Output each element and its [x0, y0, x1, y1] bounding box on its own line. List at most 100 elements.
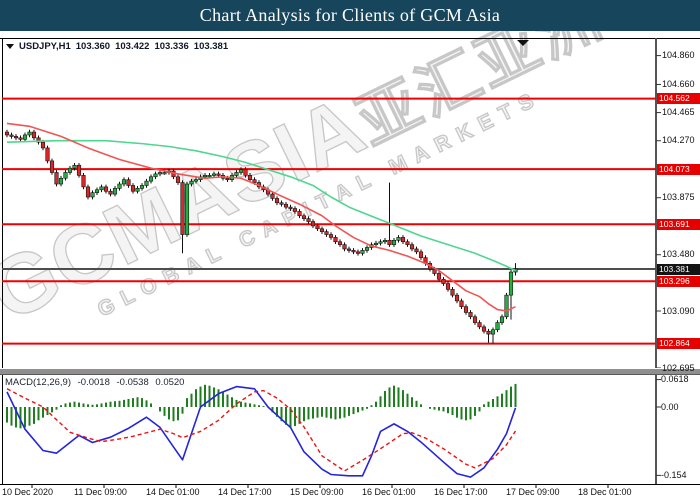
candle-body — [364, 247, 370, 251]
candle-body — [126, 179, 131, 186]
candle-body — [409, 244, 415, 250]
candle-body — [481, 326, 487, 332]
candle-body — [351, 250, 356, 253]
candle-body — [180, 182, 185, 235]
ma-slow-green-line — [6, 139, 516, 272]
candle-body — [477, 322, 482, 328]
candle-body — [90, 192, 95, 198]
chart-canvas[interactable] — [0, 38, 700, 500]
macd-signal-value: -0.0538 — [116, 377, 149, 388]
one-click-trading-toggle-icon[interactable] — [6, 44, 14, 49]
candle-body — [274, 198, 280, 204]
candle-body — [387, 239, 392, 245]
candle-body — [315, 225, 320, 230]
candle-body — [405, 241, 410, 245]
candle-body — [81, 175, 86, 188]
candle-body — [40, 141, 46, 149]
candle-body — [67, 167, 73, 173]
candle-body — [157, 172, 163, 175]
candle-body — [495, 322, 500, 331]
candle-body — [207, 175, 212, 178]
ohlc-low: 103.336 — [154, 41, 189, 52]
candle-body — [504, 294, 509, 318]
candle-body — [49, 160, 55, 173]
candle-body — [216, 173, 221, 176]
candle-body — [432, 268, 437, 274]
candle-body — [418, 251, 424, 258]
candle-body — [4, 131, 10, 136]
candle-body — [499, 316, 505, 323]
symbol-period: USDJPY,H1 — [19, 41, 71, 52]
candle-body — [27, 131, 32, 136]
candle-body — [189, 180, 194, 185]
candle-body — [94, 189, 100, 193]
candle-body — [310, 221, 316, 227]
candle-body — [31, 131, 37, 139]
candle-body — [306, 218, 311, 222]
macd-value: -0.0018 — [77, 377, 110, 388]
candle-body — [396, 237, 401, 241]
candle-body — [297, 211, 302, 217]
candle-body — [373, 242, 379, 245]
candle-body — [333, 237, 338, 243]
candle-body — [139, 185, 145, 189]
candle-body — [153, 173, 158, 178]
candle-body — [13, 136, 19, 139]
candle-body — [436, 273, 442, 280]
candle-body — [112, 188, 118, 195]
candle-body — [45, 147, 50, 162]
chart-shift-marker[interactable] — [517, 40, 529, 46]
candle-body — [279, 202, 284, 205]
candle-body — [490, 329, 496, 335]
candle-body — [463, 306, 469, 313]
candle-body — [108, 190, 113, 195]
candle-body — [486, 330, 491, 335]
candle-body — [360, 250, 365, 254]
ma-fast-red-line — [6, 122, 516, 312]
candle-body — [468, 312, 473, 318]
candle-body — [355, 251, 361, 254]
candle-body — [450, 289, 455, 296]
candle-body — [243, 169, 248, 176]
candle-body — [270, 193, 275, 199]
candle-body — [319, 228, 325, 232]
candle-body — [414, 248, 419, 253]
candle-body — [288, 206, 293, 209]
candle-body — [144, 180, 149, 186]
candle-body — [9, 134, 14, 137]
candle-body — [445, 283, 451, 290]
candle-body — [99, 186, 104, 191]
ohlc-close: 103.381 — [193, 41, 229, 52]
candle-body — [85, 186, 91, 198]
macd-indicator-header: MACD(12,26,9) -0.0018 -0.0538 0.0520 — [5, 377, 188, 388]
candle-body — [346, 248, 352, 251]
page-title: Chart Analysis for Clients of GCM Asia — [199, 5, 501, 25]
candle-body — [324, 231, 329, 235]
candle-body — [175, 176, 181, 183]
candle-body — [454, 294, 460, 302]
candle-body — [72, 164, 77, 169]
candle-body — [22, 134, 28, 140]
candle-body — [211, 173, 217, 176]
candle-body — [400, 237, 406, 243]
panel-splitter[interactable] — [0, 368, 700, 375]
candle-body — [103, 186, 109, 192]
candle-body — [441, 278, 446, 284]
candle-body — [58, 177, 64, 185]
candle-body — [252, 179, 257, 183]
candle-body — [247, 175, 253, 180]
candle-body — [292, 208, 298, 212]
candle-body — [508, 271, 514, 296]
candle-body — [135, 188, 140, 192]
candle-body — [238, 169, 244, 173]
candle-body — [283, 203, 289, 208]
macd-signal-line — [6, 388, 517, 472]
candle-body — [36, 137, 41, 143]
candle-body — [342, 244, 347, 250]
candle-body — [459, 300, 464, 307]
candle-body — [184, 183, 190, 235]
candle-body — [225, 177, 230, 181]
macd-histogram-value: 0.0520 — [155, 377, 185, 388]
candle-body — [378, 241, 383, 244]
candle-body — [54, 172, 59, 185]
